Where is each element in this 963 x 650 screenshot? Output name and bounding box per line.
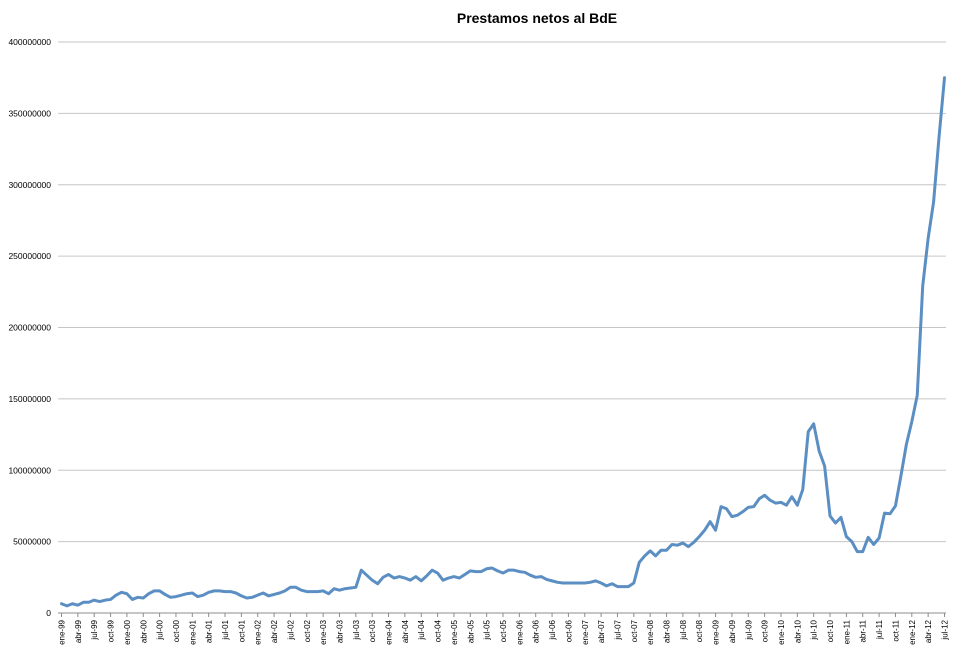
x-tick-label: jul-04 — [417, 619, 426, 640]
x-tick-label: oct-05 — [499, 619, 508, 642]
x-tick-label: jul-09 — [744, 619, 753, 640]
x-tick-label: abr-03 — [335, 619, 344, 643]
x-axis — [58, 612, 946, 617]
x-tick-label: ene-10 — [777, 619, 786, 644]
y-axis-tick-labels: 0 50000000 100000000 150000000 200000000 2500… — [8, 37, 51, 618]
x-tick-label: jul-99 — [90, 619, 99, 640]
y-tick-label: 350000000 — [8, 108, 51, 118]
x-tick-label: jul-03 — [352, 619, 361, 640]
x-tick-label: jul-05 — [483, 619, 492, 640]
x-tick-label: ene-03 — [319, 619, 328, 644]
x-tick-label: abr-09 — [728, 619, 737, 643]
x-tick-label: ene-01 — [188, 619, 197, 644]
x-tick-label: oct-08 — [695, 619, 704, 642]
y-tick-label: 0 — [46, 608, 51, 618]
x-tick-label: oct-11 — [891, 619, 900, 641]
x-tick-label: abr-04 — [401, 619, 410, 643]
chart-title: Prestamos netos al BdE — [457, 10, 617, 26]
x-tick-label: jul-08 — [679, 619, 688, 640]
y-tick-label: 100000000 — [8, 465, 51, 475]
x-tick-label: oct-02 — [303, 619, 312, 642]
x-tick-label: ene-12 — [908, 619, 917, 644]
x-tick-label: jul-06 — [548, 619, 557, 640]
x-tick-label: ene-06 — [515, 619, 524, 644]
y-tick-label: 150000000 — [8, 394, 51, 404]
x-tick-label: jul-00 — [156, 619, 165, 640]
series-line — [60, 76, 946, 608]
x-tick-label: ene-09 — [712, 619, 721, 644]
x-tick-label: oct-01 — [237, 619, 246, 642]
x-tick-label: oct-03 — [368, 619, 377, 642]
x-tick-label: oct-04 — [434, 619, 443, 642]
x-tick-label: ene-08 — [646, 619, 655, 644]
x-tick-label: abr-10 — [793, 619, 802, 643]
x-tick-label: abr-06 — [532, 619, 541, 643]
x-tick-label: ene-00 — [123, 619, 132, 644]
x-tick-label: oct-99 — [107, 619, 116, 642]
x-tick-label: ene-11 — [842, 619, 851, 644]
x-tick-label: oct-07 — [630, 619, 639, 642]
x-tick-label: jul-02 — [286, 619, 295, 640]
y-tick-label: 300000000 — [8, 180, 51, 190]
x-tick-label: ene-07 — [581, 619, 590, 644]
x-tick-label: abr-05 — [466, 619, 475, 643]
x-tick-label: abr-99 — [74, 619, 83, 643]
y-tick-label: 250000000 — [8, 251, 51, 261]
x-tick-label: jul-11 — [875, 619, 884, 640]
y-tick-label: 50000000 — [13, 537, 51, 547]
x-tick-label: abr-11 — [859, 619, 868, 642]
x-tick-label: oct-00 — [172, 619, 181, 642]
x-tick-label: ene-02 — [254, 619, 263, 644]
x-tick-label: ene-05 — [450, 619, 459, 644]
x-tick-label: abr-07 — [597, 619, 606, 643]
x-tick-label: jul-10 — [810, 619, 819, 640]
x-tick-label: abr-00 — [139, 619, 148, 643]
x-tick-label: oct-10 — [826, 619, 835, 642]
x-tick-label: jul-07 — [613, 619, 622, 640]
x-axis-tick-labels: ene-99 abr-99 jul-99 oct-99 ene-00 abr-00 jul-… — [58, 619, 950, 644]
y-tick-label: 400000000 — [8, 37, 51, 47]
gridlines — [58, 41, 946, 543]
x-tick-label: abr-08 — [663, 619, 672, 643]
x-tick-label: abr-01 — [205, 619, 214, 643]
y-tick-label: 200000000 — [8, 323, 51, 333]
x-tick-label: ene-99 — [58, 619, 67, 644]
x-tick-label: ene-04 — [385, 619, 394, 644]
x-tick-label: abr-02 — [270, 619, 279, 643]
x-tick-label: jul-01 — [221, 619, 230, 640]
x-tick-label: oct-09 — [761, 619, 770, 642]
x-tick-label: jul-12 — [941, 619, 950, 640]
x-tick-label: abr-12 — [924, 619, 933, 643]
x-tick-label: oct-06 — [564, 619, 573, 642]
